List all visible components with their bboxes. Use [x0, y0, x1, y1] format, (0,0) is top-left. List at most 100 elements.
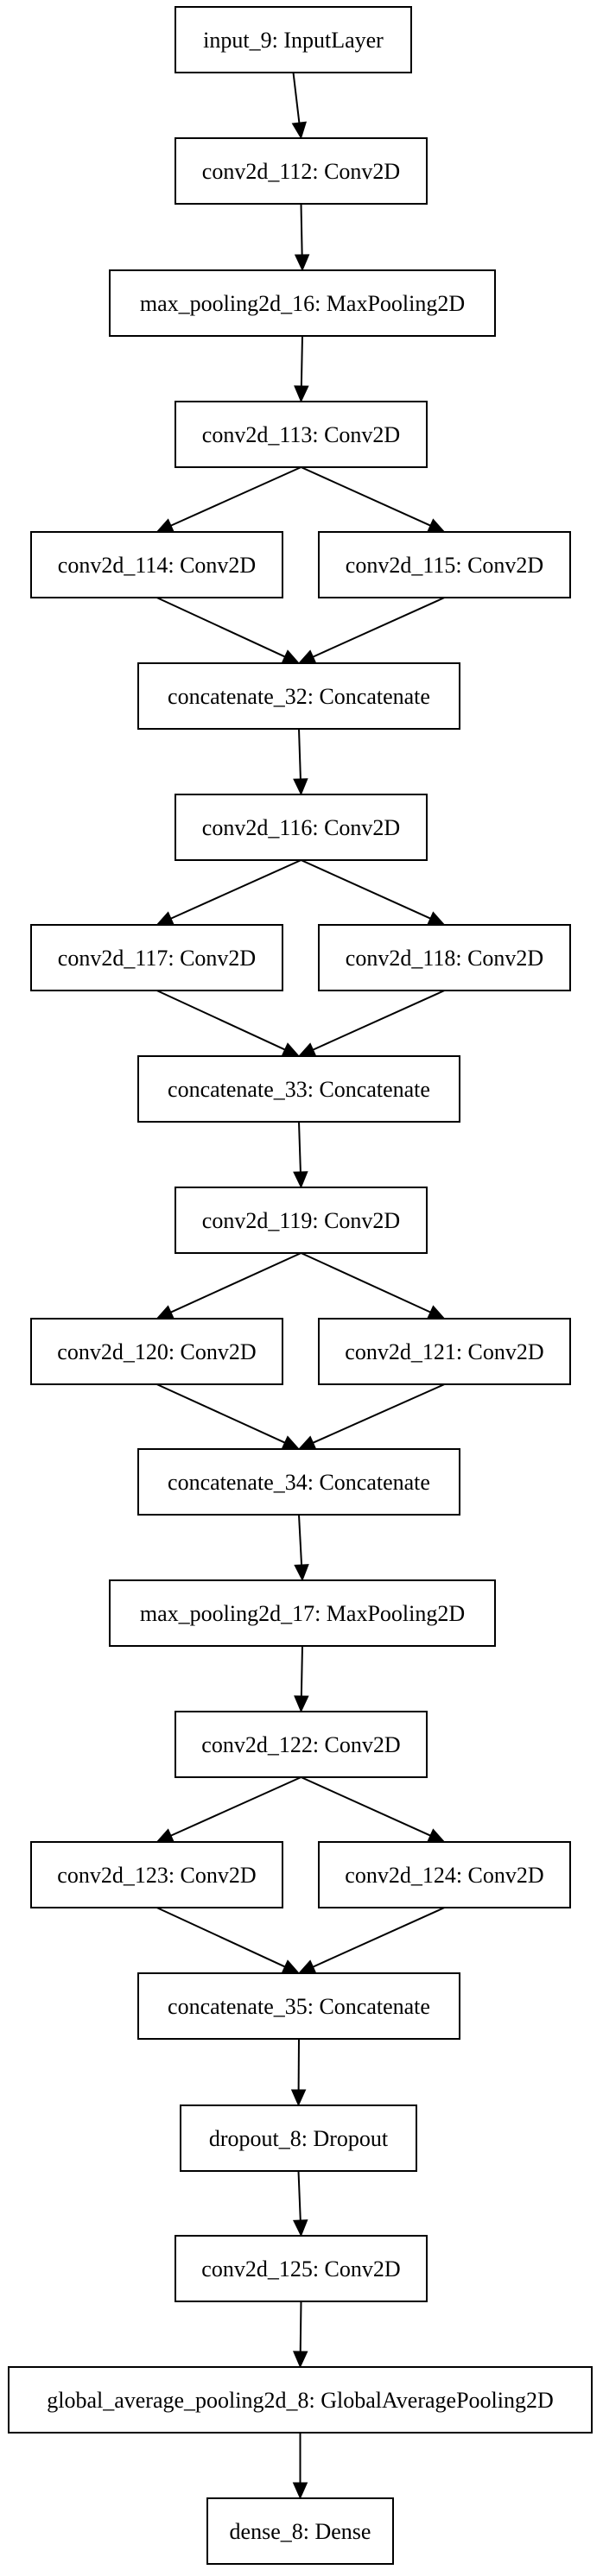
- edge-line: [312, 597, 445, 658]
- edge-line: [170, 1252, 302, 1313]
- edge-line: [170, 466, 302, 527]
- edge-line: [312, 990, 445, 1051]
- edge-line: [301, 1252, 431, 1313]
- layer-box: [175, 137, 428, 205]
- edge-line: [156, 1383, 286, 1444]
- edge-conv2d-112-to-max-pooling2d-16: [294, 203, 310, 272]
- layer-node-concatenate-34: concatenate_34: Concatenate: [137, 1448, 460, 1516]
- layer-node-concatenate-32: concatenate_32: Concatenate: [137, 662, 460, 730]
- layer-box: [175, 401, 428, 468]
- arrow-head-icon: [156, 911, 175, 926]
- layer-box: [30, 1318, 283, 1385]
- layer-node-conv2d-125: conv2d_125: Conv2D: [175, 2235, 428, 2302]
- layer-label: conv2d_123: Conv2D: [57, 1863, 256, 1888]
- layer-label: conv2d_113: Conv2D: [202, 422, 400, 447]
- layer-box: [109, 1579, 496, 1647]
- arrow-head-icon: [292, 2219, 308, 2237]
- edge-concatenate-35-to-dropout-8: [290, 2038, 307, 2107]
- edge-line: [312, 1907, 445, 1968]
- layer-node-conv2d-120: conv2d_120: Conv2D: [30, 1318, 283, 1385]
- edge-conv2d-125-to-global-average-pooling2d-8: [292, 2301, 308, 2369]
- edge-input-9-to-conv2d-112: [291, 72, 308, 140]
- layer-box: [318, 1841, 571, 1908]
- layer-label: conv2d_119: Conv2D: [202, 1208, 400, 1233]
- layer-node-conv2d-118: conv2d_118: Conv2D: [318, 924, 571, 991]
- layer-node-conv2d-115: conv2d_115: Conv2D: [318, 531, 571, 598]
- arrow-head-icon: [293, 1171, 308, 1189]
- edge-conv2d-121-to-concatenate-34: [297, 1383, 445, 1450]
- edge-conv2d-122-to-conv2d-124: [301, 1776, 446, 1843]
- edge-line: [298, 1121, 302, 1173]
- edge-conv2d-123-to-concatenate-35: [156, 1907, 301, 1974]
- layer-box: [318, 1318, 571, 1385]
- layer-node-conv2d-116: conv2d_116: Conv2D: [175, 794, 428, 861]
- arrow-head-icon: [294, 1564, 309, 1582]
- layer-box: [175, 2235, 428, 2302]
- layer-node-dropout-8: dropout_8: Dropout: [180, 2104, 417, 2172]
- layer-node-conv2d-112: conv2d_112: Conv2D: [175, 137, 428, 205]
- layer-box: [30, 531, 283, 598]
- layer-box: [206, 2497, 394, 2565]
- layer-label: dropout_8: Dropout: [209, 2126, 389, 2151]
- layer-label: input_9: InputLayer: [203, 28, 384, 53]
- edge-line: [298, 1514, 303, 1566]
- edge-conv2d-124-to-concatenate-35: [297, 1907, 445, 1974]
- layer-box: [175, 1187, 428, 1254]
- arrow-head-icon: [281, 1959, 301, 1974]
- layer-node-conv2d-114: conv2d_114: Conv2D: [30, 531, 283, 598]
- arrow-head-icon: [281, 1435, 301, 1450]
- layer-node-concatenate-35: concatenate_35: Concatenate: [137, 1972, 460, 2040]
- edge-max-pooling2d-16-to-conv2d-113: [294, 335, 309, 403]
- layer-label: max_pooling2d_16: MaxPooling2D: [140, 291, 465, 316]
- edge-line: [297, 2170, 302, 2221]
- edge-line: [170, 1776, 302, 1837]
- edge-line: [301, 1776, 431, 1837]
- layer-box: [137, 1055, 460, 1123]
- layer-box: [175, 794, 428, 861]
- layer-label: max_pooling2d_17: MaxPooling2D: [140, 1601, 465, 1626]
- layer-label: conv2d_117: Conv2D: [58, 946, 256, 971]
- layer-node-conv2d-119: conv2d_119: Conv2D: [175, 1187, 428, 1254]
- layer-label: conv2d_112: Conv2D: [202, 159, 400, 184]
- layer-label: conv2d_118: Conv2D: [346, 946, 543, 971]
- arrow-head-icon: [297, 1959, 317, 1974]
- edge-global-average-pooling2d-8-to-dense-8: [292, 2433, 308, 2500]
- layer-label: conv2d_122: Conv2D: [201, 1732, 400, 1757]
- layer-label: conv2d_121: Conv2D: [345, 1339, 543, 1364]
- arrow-head-icon: [281, 649, 301, 664]
- layer-node-max-pooling2d-17: max_pooling2d_17: MaxPooling2D: [109, 1579, 496, 1647]
- layer-label: conv2d_115: Conv2D: [346, 553, 543, 578]
- layer-box: [137, 662, 460, 730]
- edge-line: [156, 1907, 286, 1968]
- layer-box: [30, 1841, 283, 1908]
- nodes-layer: input_9: InputLayer conv2d_112: Conv2D max…: [8, 6, 593, 2565]
- edge-line: [292, 72, 301, 123]
- layer-node-conv2d-122: conv2d_122: Conv2D: [175, 1711, 428, 1778]
- layer-box: [175, 6, 412, 73]
- layer-box: [109, 269, 496, 337]
- edge-line: [301, 859, 431, 920]
- edge-concatenate-33-to-conv2d-119: [293, 1121, 308, 1189]
- edge-line: [156, 990, 286, 1051]
- edge-line: [298, 728, 302, 780]
- arrow-head-icon: [293, 778, 308, 796]
- layer-label: concatenate_33: Concatenate: [168, 1077, 430, 1102]
- layer-label: concatenate_32: Concatenate: [168, 684, 430, 709]
- edge-concatenate-32-to-conv2d-116: [293, 728, 308, 796]
- arrow-head-icon: [156, 518, 175, 533]
- edge-line: [301, 466, 431, 527]
- arrow-head-icon: [294, 1695, 309, 1713]
- layer-label: conv2d_120: Conv2D: [57, 1339, 256, 1364]
- layer-node-input-9: input_9: InputLayer: [175, 6, 412, 73]
- layer-node-conv2d-121: conv2d_121: Conv2D: [318, 1318, 571, 1385]
- edges-layer: [156, 72, 446, 2500]
- layer-label: conv2d_125: Conv2D: [201, 2256, 400, 2282]
- layer-node-max-pooling2d-16: max_pooling2d_16: MaxPooling2D: [109, 269, 496, 337]
- arrow-head-icon: [156, 1305, 175, 1320]
- layer-box: [8, 2366, 593, 2434]
- edge-conv2d-114-to-concatenate-32: [156, 597, 301, 664]
- layer-node-conv2d-124: conv2d_124: Conv2D: [318, 1841, 571, 1908]
- edge-conv2d-116-to-conv2d-118: [301, 859, 446, 926]
- arrow-head-icon: [427, 911, 446, 926]
- layer-label: conv2d_114: Conv2D: [58, 553, 256, 578]
